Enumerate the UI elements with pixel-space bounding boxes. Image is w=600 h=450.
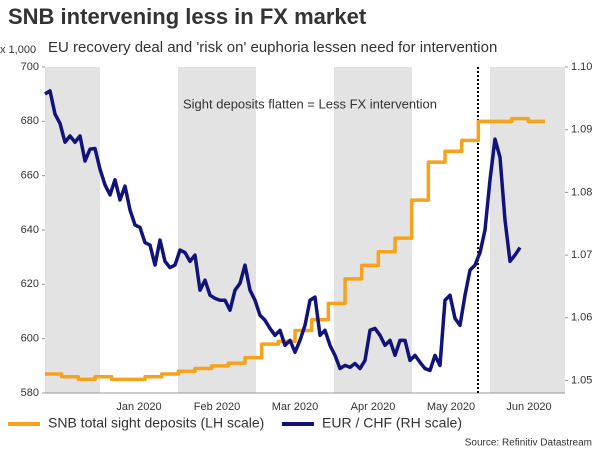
y2-tick-label: 1.07 xyxy=(571,249,592,261)
legend-label: SNB total sight deposits (LH scale) xyxy=(48,415,264,431)
month-shade xyxy=(334,67,412,393)
x-tick-label: Apr 2020 xyxy=(351,401,396,413)
source: Source: Refinitiv Datastream xyxy=(465,438,592,449)
y-tick-label: 620 xyxy=(21,278,39,290)
y-tick-label: 680 xyxy=(21,115,39,127)
series-line xyxy=(45,116,545,382)
series-line xyxy=(44,89,522,373)
y-tick-label: 640 xyxy=(21,224,39,236)
y-tick-label: 580 xyxy=(21,387,39,399)
chart-subtitle: EU recovery deal and 'risk on' euphoria … xyxy=(48,39,497,56)
y-axis-label: x 1,000 xyxy=(0,44,36,56)
y-tick-label: 700 xyxy=(21,61,39,73)
x-tick-label: Jun 2020 xyxy=(506,401,551,413)
y-tick-label: 660 xyxy=(21,170,39,182)
y-tick-label: 600 xyxy=(21,333,39,345)
y2-tick-label: 1.08 xyxy=(571,186,592,198)
y2-tick-label: 1.05 xyxy=(571,374,592,386)
annotation: Sight deposits flatten = Less FX interve… xyxy=(183,96,437,111)
y2-tick-label: 1.09 xyxy=(571,124,592,136)
x-tick-label: Feb 2020 xyxy=(194,401,240,413)
legend-label: EUR / CHF (RH scale) xyxy=(322,415,462,431)
y2-tick-label: 1.10 xyxy=(571,61,592,73)
month-shade xyxy=(45,67,100,393)
month-shade xyxy=(490,67,565,393)
y2-tick-label: 1.06 xyxy=(571,312,592,324)
x-tick-label: May 2020 xyxy=(427,401,475,413)
month-shade xyxy=(178,67,256,393)
x-tick-label: Mar 2020 xyxy=(272,401,318,413)
x-tick-label: Jan 2020 xyxy=(116,401,161,413)
chart-title: SNB intervening less in FX market xyxy=(8,4,367,29)
